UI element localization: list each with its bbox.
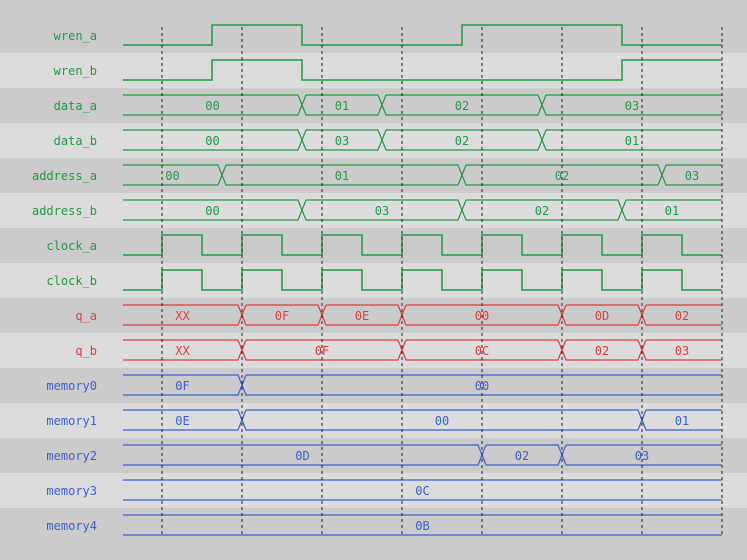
bus-value: 03: [685, 169, 699, 183]
signal-row: [0, 53, 747, 88]
bus-value: 03: [625, 99, 639, 113]
signal-label: address_a: [32, 169, 97, 183]
bus-value: 02: [515, 449, 529, 463]
signal-label: memory1: [46, 414, 97, 428]
bus-value: 00: [205, 204, 219, 218]
bus-value: 00: [475, 379, 489, 393]
bus-value: 0E: [355, 309, 369, 323]
grid-lines: [161, 27, 723, 535]
bus-segment: [301, 199, 463, 221]
signal-label: wren_b: [54, 64, 97, 78]
signal-row: [0, 228, 747, 263]
bus-value: 02: [595, 344, 609, 358]
bus-value: 0D: [295, 449, 309, 463]
bus-segment: [123, 514, 722, 536]
bus-segment: [461, 199, 623, 221]
signal-label: clock_a: [46, 239, 97, 253]
bit-waveform-wren_b: [123, 59, 722, 81]
bus-value: 02: [555, 169, 569, 183]
signal-label: memory0: [46, 379, 97, 393]
signal-row: [0, 123, 747, 158]
signal-label: data_a: [54, 99, 97, 113]
signal-row: [0, 158, 747, 193]
bus-value: 02: [535, 204, 549, 218]
bus-segment: [221, 164, 463, 186]
signal-row: [0, 368, 747, 403]
bus-segment: [641, 339, 722, 361]
bus-value: 0E: [175, 414, 189, 428]
bus-value: 0F: [275, 309, 289, 323]
bus-segment: [561, 444, 722, 466]
signal-row: [0, 403, 747, 438]
bus-value: 01: [675, 414, 689, 428]
bus-segment: [541, 129, 722, 151]
signal-row: [0, 263, 747, 298]
bus-value: 00: [205, 134, 219, 148]
bit-waveform-wren_a: [123, 24, 722, 46]
bus-value: 03: [675, 344, 689, 358]
bus-segment: [641, 409, 722, 431]
signal-row: [0, 333, 747, 368]
bus-value: 01: [335, 169, 349, 183]
bus-value: 02: [455, 134, 469, 148]
bus-segment: [381, 94, 543, 116]
bit-waveform-clock_a: [123, 234, 722, 256]
bus-segment: [661, 164, 722, 186]
bus-value: 0C: [415, 484, 429, 498]
signal-row: [0, 473, 747, 508]
signal-label: memory4: [46, 519, 97, 533]
bus-value: 00: [205, 99, 219, 113]
bus-value: 01: [625, 134, 639, 148]
signal-row: [0, 438, 747, 473]
signal-row: [0, 508, 747, 543]
bus-segment: [401, 339, 563, 361]
signal-row: [0, 298, 747, 333]
signal-label: address_b: [32, 204, 97, 218]
bus-value: 0D: [595, 309, 609, 323]
bus-segment: [621, 199, 722, 221]
signal-label: clock_b: [46, 274, 97, 288]
bus-segment: [561, 339, 643, 361]
bus-value: 0B: [415, 519, 429, 533]
bus-value: XX: [175, 309, 190, 323]
bus-value: 01: [665, 204, 679, 218]
signal-row: [0, 18, 747, 53]
bus-value: 02: [455, 99, 469, 113]
bus-value: 03: [375, 204, 389, 218]
bus-segment: [241, 339, 403, 361]
signal-label: data_b: [54, 134, 97, 148]
bus-value: 00: [165, 169, 179, 183]
bus-value: XX: [175, 344, 190, 358]
bit-waveform-clock_b: [123, 269, 722, 291]
bus-segment: [301, 94, 383, 116]
bus-value: 03: [335, 134, 349, 148]
signal-row: [0, 88, 747, 123]
bus-segment: [301, 129, 383, 151]
bus-segment: [641, 304, 722, 326]
bus-segment: [241, 374, 722, 396]
bus-segment: [123, 479, 722, 501]
bus-value: 0F: [175, 379, 189, 393]
bus-segment: [461, 164, 663, 186]
rows: wren_a wren_b data_a data_b address_aaddress…: [0, 18, 747, 543]
bus-value: 01: [335, 99, 349, 113]
bus-value: 02: [675, 309, 689, 323]
bus-segment: [381, 129, 543, 151]
bus-segment: [541, 94, 722, 116]
signal-label: memory2: [46, 449, 97, 463]
signal-label: q_b: [75, 344, 97, 358]
signal-label: memory3: [46, 484, 97, 498]
bus-value: 00: [435, 414, 449, 428]
signal-label: wren_a: [54, 29, 97, 43]
signal-row: [0, 193, 747, 228]
signal-label: q_a: [75, 309, 97, 323]
